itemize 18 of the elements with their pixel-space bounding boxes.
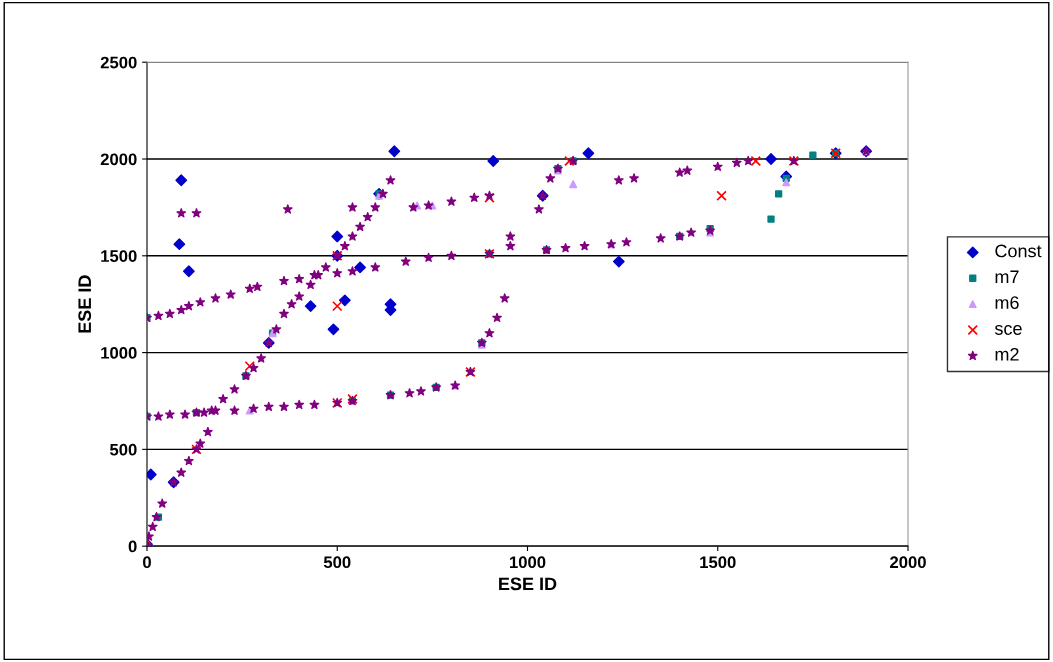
legend-label: m2 (995, 347, 1019, 361)
y-tick-label: 2500 (100, 56, 137, 69)
legend-label: m7 (995, 270, 1019, 283)
y-tick-label: 1500 (101, 250, 137, 262)
x-tick-label: 2000 (890, 556, 926, 569)
legend-label: sce (994, 325, 1022, 335)
x-tick-label: 1500 (700, 556, 736, 569)
y-tick-label: 0 (128, 540, 137, 553)
x-axis-title: ESE ID (499, 577, 557, 591)
legend-label: m6 (995, 296, 1019, 310)
y-axis-title: ESE ID (78, 275, 92, 333)
x-tick-label: 500 (323, 556, 351, 569)
y-tick-label: 1000 (101, 346, 137, 359)
y-tick-label: 2000 (100, 153, 137, 166)
y-tick-label: 500 (109, 443, 137, 456)
x-tick-label: 1000 (510, 556, 546, 569)
legend-label: Const (995, 244, 1042, 258)
x-tick-label: 0 (143, 556, 151, 569)
